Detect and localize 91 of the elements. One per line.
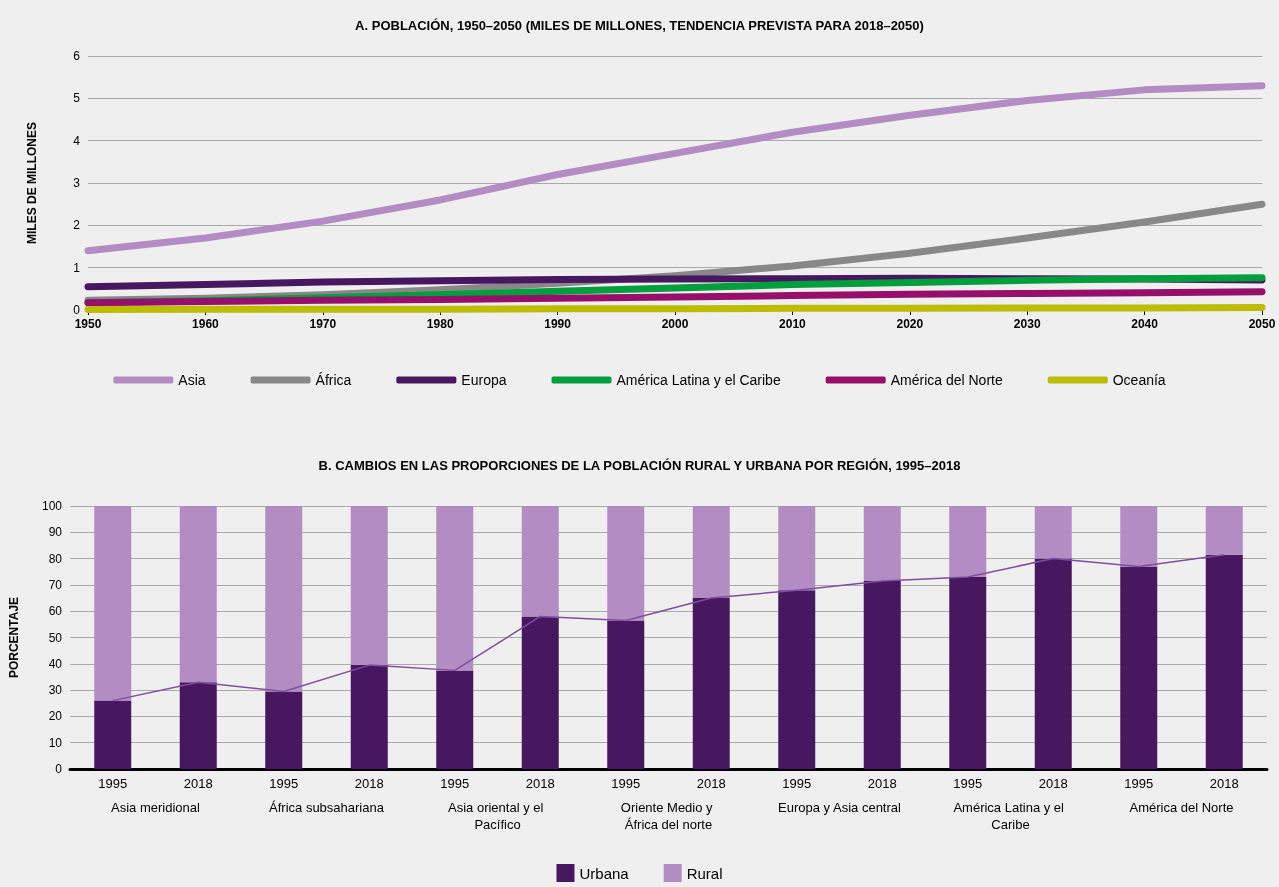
y-tick-label: 90 [48, 525, 63, 540]
x-tick-label: 1995 [611, 776, 641, 791]
x-tick-label: 1990 [544, 317, 572, 331]
legend-label: América Latina y el Caribe [616, 372, 781, 388]
y-tick-label: 4 [73, 133, 81, 148]
x-tick-label: 2030 [1013, 317, 1041, 331]
bar [1205, 506, 1243, 555]
bar [692, 598, 730, 769]
x-tick-label: 1950 [74, 317, 102, 331]
y-tick-label: 1 [73, 260, 81, 275]
y-tick-label: 2 [73, 218, 81, 233]
bar [179, 506, 217, 683]
bar [778, 506, 816, 591]
x-tick-label: 1995 [440, 776, 470, 791]
bar [863, 506, 901, 581]
bar [94, 700, 132, 769]
text: Asia oriental y el Pacífico [448, 800, 547, 832]
bar [436, 506, 474, 671]
y-tick-label: 0 [73, 303, 81, 317]
text: América Latina y el Caribe [953, 800, 1068, 832]
y-tick-label: 50 [48, 630, 63, 645]
legend-label: África [315, 372, 352, 388]
bar [607, 506, 645, 621]
legend-label: América del Norte [890, 372, 1003, 388]
bar [350, 506, 388, 666]
x-tick-label: 1995 [953, 776, 983, 791]
y-tick-label: 70 [48, 577, 63, 592]
bar [1120, 566, 1158, 769]
x-tick-label: 2018 [354, 776, 384, 791]
bar [778, 590, 816, 769]
x-tick-label: 2018 [696, 776, 726, 791]
y-tick-label: 10 [48, 735, 63, 750]
y-tick-label: 60 [48, 604, 63, 619]
x-tick-label: 2040 [1131, 317, 1159, 331]
legend-label: Europa [461, 372, 507, 388]
bar [863, 580, 901, 769]
x-tick-label: 1995 [1124, 776, 1154, 791]
bar [521, 506, 559, 617]
x-tick-label: 1995 [269, 776, 299, 791]
text: Europa y Asia central [778, 800, 902, 815]
x-tick-label: 2010 [779, 317, 807, 331]
x-tick-label: 2020 [896, 317, 924, 331]
bar [949, 577, 987, 769]
x-tick-label: 1970 [309, 317, 337, 331]
bar [265, 691, 303, 769]
x-tick-label: 2050 [1248, 317, 1276, 331]
text: Oriente Medio y África del norte [620, 800, 717, 832]
bar [521, 616, 559, 769]
y-tick-label: 100 [41, 499, 63, 513]
bar [692, 506, 730, 599]
text: Asia meridional [111, 800, 201, 815]
bar [949, 506, 987, 578]
y-tick-label: 3 [73, 176, 81, 190]
y-tick-label: 0 [55, 762, 63, 776]
x-tick-label: 2018 [867, 776, 897, 791]
bar [436, 670, 474, 769]
x-tick-label: 2018 [1038, 776, 1068, 791]
x-tick-label: 1995 [782, 776, 812, 791]
y-tick-label: 6 [73, 49, 81, 63]
y-axis-title: PORCENTAJE [7, 596, 21, 679]
bar [1120, 506, 1158, 567]
line-series [112, 553, 1225, 702]
x-tick-label: 2018 [525, 776, 555, 791]
legend-label: Oceanía [1112, 372, 1166, 388]
y-tick-label: 20 [48, 709, 63, 724]
y-tick-label: 80 [48, 551, 63, 566]
x-tick-label: 1980 [426, 317, 454, 331]
y-axis-title: MILES DE MILLONES [25, 121, 39, 245]
bar [350, 665, 388, 769]
text: África subsahariana [269, 800, 385, 815]
x-tick-label: 2018 [183, 776, 213, 791]
y-tick-label: 40 [48, 656, 63, 671]
chart-title: B. CAMBIOS EN LAS PROPORCIONES DE LA POBLACIÓN RURAL Y URBANA POR REGIÓN, 1995–2018 [318, 458, 961, 473]
bar [1034, 558, 1072, 769]
y-tick-label: 5 [73, 91, 81, 106]
x-tick-label: 1995 [98, 776, 128, 791]
y-tick-label: 30 [48, 683, 63, 698]
chart-title: A. POBLACIÓN, 1950–2050 (MILES DE MILLONES, TENDENCIA PREVISTA PARA 2018–2050) [355, 18, 924, 33]
bar [607, 620, 645, 769]
text: América del Norte [1129, 800, 1234, 815]
legend-label: Rural [686, 864, 723, 882]
x-tick-label: 1960 [192, 317, 220, 331]
legend-label: Asia [178, 372, 206, 388]
x-tick-label: 2018 [1209, 776, 1239, 791]
bar [94, 506, 132, 701]
bar [179, 682, 217, 769]
bar [1034, 506, 1072, 559]
bar [1205, 554, 1243, 769]
x-tick-label: 2000 [661, 317, 689, 331]
legend-label: Urbana [579, 864, 630, 882]
bar [265, 506, 303, 692]
